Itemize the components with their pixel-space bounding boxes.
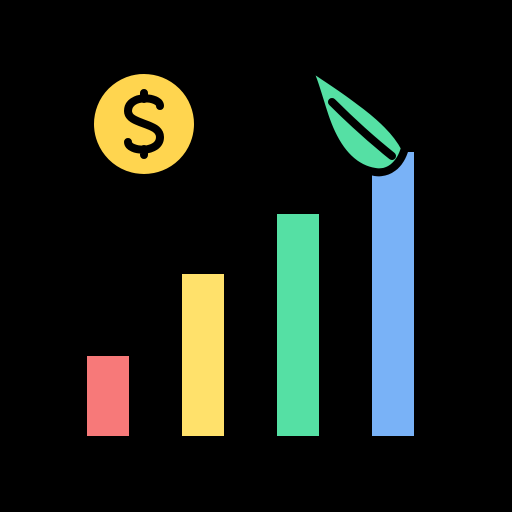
bar-2 [178, 270, 228, 440]
dollar-coin-icon [90, 70, 198, 178]
growth-chart-icon [0, 0, 512, 512]
background [0, 0, 512, 512]
bar-4 [368, 148, 418, 440]
bar-1 [83, 352, 133, 440]
bar-3 [273, 210, 323, 440]
